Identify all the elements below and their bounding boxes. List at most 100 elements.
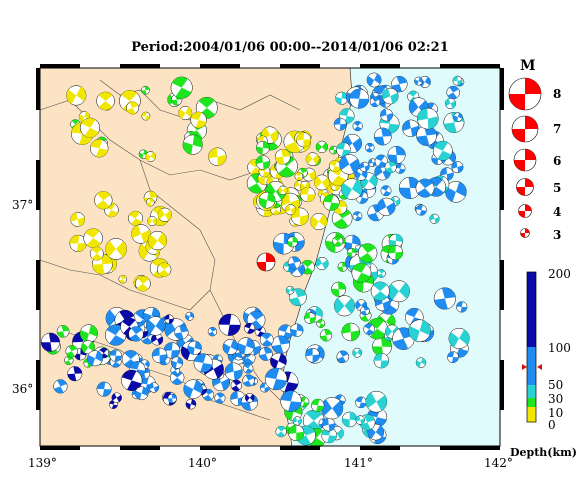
- focal-mechanism: [313, 174, 330, 191]
- focal-mechanism: [275, 425, 287, 438]
- focal-mechanism: [148, 382, 160, 393]
- focal-mechanism: [452, 75, 463, 86]
- focal-mechanism: [244, 322, 256, 334]
- focal-mechanism: [304, 312, 316, 324]
- focal-mechanism: [339, 154, 360, 175]
- focal-mechanism: [207, 327, 218, 337]
- focal-mechanism: [83, 228, 103, 248]
- focal-mechanism: [358, 243, 378, 263]
- magnitude-symbol: [513, 148, 537, 172]
- focal-mechanism: [333, 295, 355, 317]
- focal-mechanism: [374, 154, 388, 168]
- focal-mechanism: [230, 379, 242, 392]
- focal-mechanism: [193, 353, 213, 373]
- focal-mechanism: [337, 261, 348, 272]
- focal-mechanism: [53, 379, 68, 394]
- focal-mechanism: [451, 161, 464, 174]
- focal-mechanism: [224, 362, 243, 381]
- focal-mechanism: [65, 345, 78, 358]
- focal-mechanism: [290, 323, 304, 337]
- focal-mechanism: [311, 398, 325, 413]
- focal-mechanism: [429, 213, 440, 224]
- focal-mechanism: [174, 325, 189, 340]
- focal-mechanism: [331, 281, 347, 297]
- focal-mechanism: [141, 85, 150, 95]
- focal-mechanism: [128, 210, 143, 226]
- focal-mechanism: [359, 414, 376, 431]
- focal-mechanism: [185, 398, 197, 410]
- y-tick-37: 37°: [12, 198, 34, 212]
- map-frame: [39, 67, 501, 447]
- magnitude-symbol: [508, 77, 542, 111]
- focal-mechanism: [287, 256, 301, 270]
- focal-mechanism: [360, 305, 370, 316]
- focal-mechanism: [183, 379, 203, 399]
- focal-mechanism: [147, 216, 158, 227]
- focal-mechanism: [365, 142, 375, 153]
- focal-mechanism: [352, 121, 363, 132]
- focal-mechanism: [135, 275, 151, 292]
- focal-mechanism: [208, 147, 227, 166]
- focal-mechanism: [369, 96, 381, 108]
- mag-label-5: 5: [553, 181, 562, 195]
- focal-mechanism: [323, 194, 340, 211]
- focal-mechanism: [258, 346, 273, 361]
- focal-mechanism: [111, 392, 122, 403]
- focal-mechanism: [79, 324, 98, 343]
- focal-mechanism: [349, 88, 370, 109]
- focal-mechanism: [355, 396, 367, 409]
- focal-mechanism: [328, 160, 341, 172]
- focal-mechanism: [387, 145, 406, 164]
- focal-mechanism: [440, 167, 454, 181]
- focal-mechanism: [316, 319, 326, 328]
- focal-mechanism: [336, 142, 351, 157]
- focal-mechanism: [315, 140, 329, 154]
- x-tick-140: 140°: [188, 456, 217, 470]
- focal-mechanism: [280, 390, 302, 412]
- latest-event-marker: [256, 252, 276, 272]
- focal-mechanism: [333, 117, 347, 131]
- focal-mechanism: [347, 247, 357, 258]
- focal-mechanism: [377, 197, 396, 216]
- focal-mechanism: [141, 111, 151, 121]
- focal-mechanism: [417, 107, 439, 130]
- depth-label-50: 50: [548, 378, 564, 392]
- focal-mechanism: [167, 393, 177, 404]
- focal-mechanism: [70, 212, 86, 227]
- focal-mechanism: [414, 76, 423, 86]
- magnitude-symbol: [520, 228, 530, 238]
- focal-mechanism: [388, 280, 410, 303]
- focal-mechanism: [126, 101, 140, 115]
- focal-mechanism: [447, 351, 459, 363]
- focal-mechanism: [255, 140, 270, 155]
- depth-label-0: 0: [548, 418, 556, 432]
- focal-mechanism: [408, 319, 431, 342]
- focal-mechanism: [446, 85, 460, 100]
- focal-mechanism: [145, 151, 156, 162]
- focal-mechanism: [66, 85, 87, 106]
- focal-mechanism: [89, 246, 104, 261]
- focal-mechanism: [444, 97, 457, 110]
- focal-mechanism: [151, 333, 164, 346]
- mag-label-6: 6: [553, 154, 562, 168]
- focal-mechanism: [381, 87, 399, 105]
- focal-mechanism: [255, 155, 271, 170]
- focal-mechanism: [182, 134, 203, 155]
- magnitude-symbol: [511, 115, 539, 143]
- focal-mechanism: [80, 117, 100, 138]
- focal-mechanism: [94, 191, 113, 210]
- depth-label-30: 30: [548, 392, 564, 406]
- frame-scale-bars: [36, 64, 504, 450]
- depth-colorbar: [522, 271, 542, 423]
- focal-mechanism: [258, 191, 276, 209]
- focal-mechanism: [242, 363, 254, 374]
- magnitude-legend-header: M: [520, 58, 536, 74]
- focal-mechanism: [289, 288, 307, 307]
- focal-mechanism: [336, 350, 350, 363]
- focal-mechanism: [376, 269, 386, 278]
- focal-mechanism: [341, 322, 360, 342]
- focal-mechanism: [292, 416, 302, 426]
- focal-mechanism: [305, 347, 320, 363]
- focal-mechanism: [394, 163, 406, 174]
